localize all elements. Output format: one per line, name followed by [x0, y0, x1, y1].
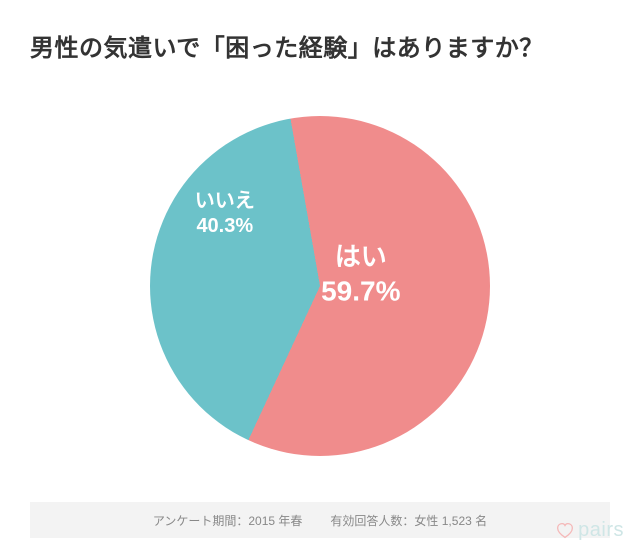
survey-period: アンケート期間：2015 年春 [153, 512, 303, 529]
heart-overlap-icon [554, 520, 576, 542]
pie-chart-container: はい59.7% いいえ40.3% [0, 96, 640, 476]
pie-chart: はい59.7% いいえ40.3% [150, 116, 490, 456]
brand-text: pairs [578, 519, 624, 542]
slice-name: いいえ [195, 184, 255, 213]
slice-label-0: はい59.7% [321, 237, 400, 308]
sample-size: 有効回答人数：女性 1,523 名 [330, 512, 487, 529]
footer-bar: アンケート期間：2015 年春 有効回答人数：女性 1,523 名 [30, 502, 610, 538]
slice-percent: 40.3% [195, 215, 255, 238]
brand-logo: pairs [554, 519, 624, 542]
slice-label-1: いいえ40.3% [195, 184, 255, 238]
chart-title: 男性の気遣いで「困った経験」はありますか？ [30, 28, 544, 63]
slice-percent: 59.7% [321, 276, 400, 308]
slice-name: はい [321, 237, 400, 274]
